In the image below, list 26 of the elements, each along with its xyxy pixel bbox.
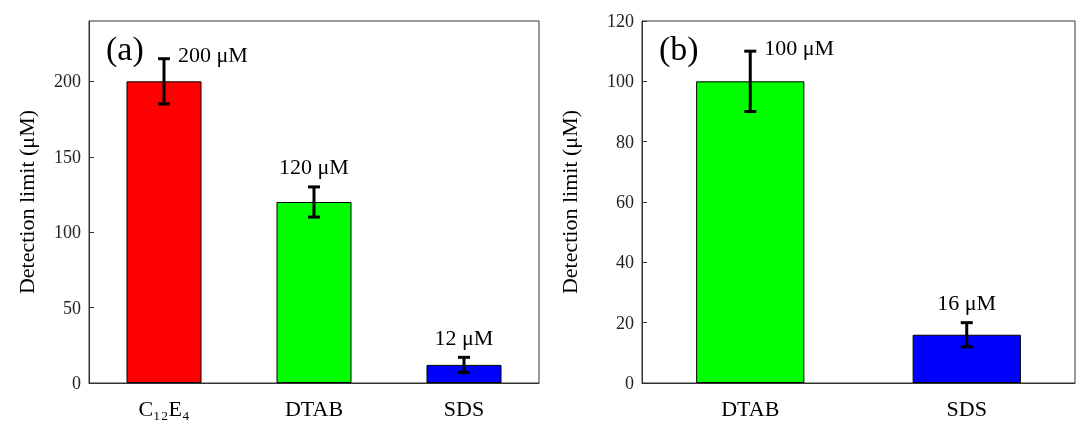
y-axis-title: Detection limit (μM) <box>556 109 582 295</box>
data-label: 100 μM <box>764 34 835 60</box>
y-tick-label: 80 <box>616 131 634 152</box>
x-tick-label: DTAB <box>721 395 780 421</box>
y-tick-label: 100 <box>54 222 81 243</box>
y-tick-label: 100 <box>607 71 634 92</box>
y-tick-label: 40 <box>616 252 634 273</box>
x-tick-label: SDS <box>946 395 987 421</box>
y-tick-label: 200 <box>54 71 81 92</box>
data-label: 200 μM <box>178 42 248 68</box>
y-tick-label: 150 <box>54 146 81 167</box>
y-tick-label: 60 <box>616 192 634 212</box>
chart-title: (a) <box>106 29 144 68</box>
y-tick-label: 0 <box>625 373 634 393</box>
y-tick-label: 120 <box>607 11 634 31</box>
x-tick-label: DTAB <box>284 395 344 421</box>
data-label: 120 μM <box>279 154 349 180</box>
x-tick-label: SDS <box>443 395 485 421</box>
chart-title: (b) <box>659 29 699 68</box>
data-label: 16 μM <box>937 290 997 316</box>
data-label: 12 μM <box>434 324 494 350</box>
y-tick-label: 50 <box>63 297 81 318</box>
y-tick-label: 20 <box>616 312 634 333</box>
x-tick-label: C₁₂E₄ <box>138 395 190 421</box>
y-tick-label: 0 <box>72 373 81 393</box>
y-axis-title: Detection limit (μM) <box>13 109 39 295</box>
